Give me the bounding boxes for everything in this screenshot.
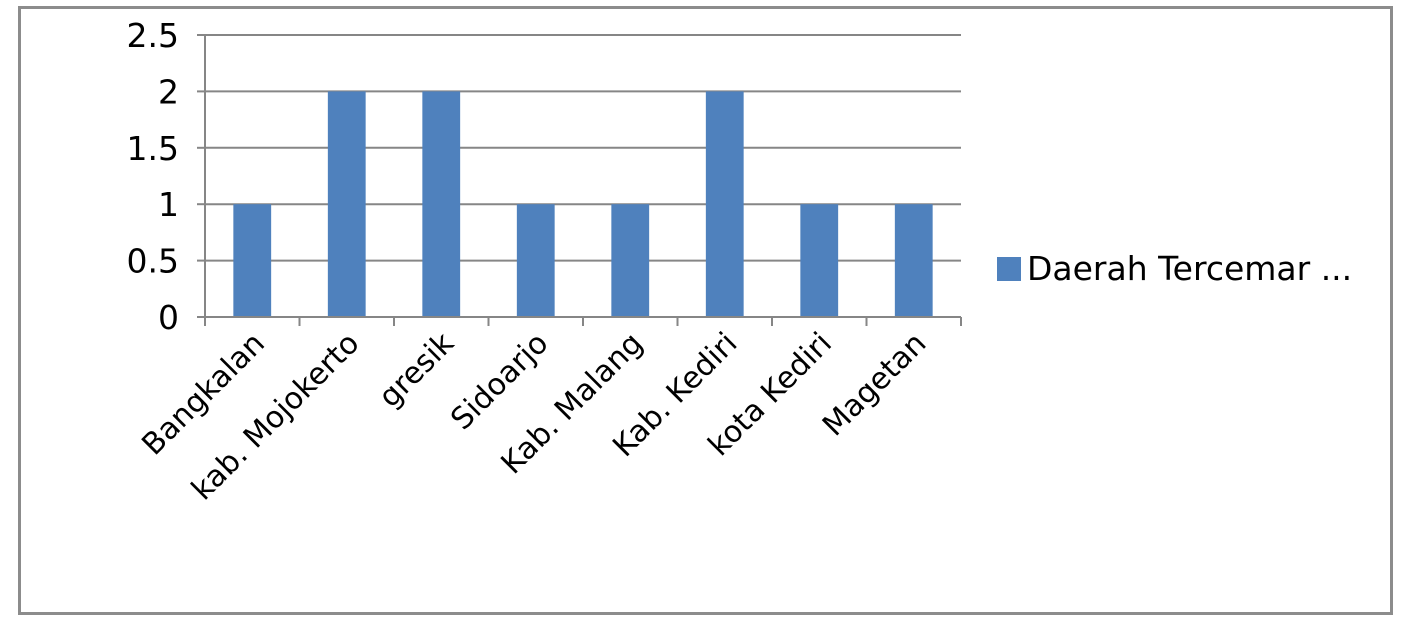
bar <box>327 91 366 318</box>
axes <box>197 34 962 326</box>
y-tick-labels: 0 0.5 1 1.5 2 2.5 <box>127 16 179 337</box>
x-tick-label: kab. Mojokerto <box>185 326 366 507</box>
x-tick-label: gresik <box>372 325 461 414</box>
bar <box>800 204 839 317</box>
y-tick-label: 1 <box>158 185 179 224</box>
bar <box>894 204 933 317</box>
bars <box>233 91 933 318</box>
bar <box>422 91 461 318</box>
legend: Daerah Tercemar ... <box>997 249 1352 288</box>
y-tick-label: 1.5 <box>127 129 179 168</box>
gridlines <box>205 34 961 262</box>
x-tick-label: Magetan <box>816 326 933 443</box>
chart-frame: 0 0.5 1 1.5 2 2.5 Bangkalan kab. Mojokerto gres… <box>18 6 1393 615</box>
y-tick-label: 2 <box>158 72 179 111</box>
legend-swatch <box>997 257 1021 281</box>
y-tick-label: 0 <box>158 298 179 337</box>
bar <box>611 204 650 317</box>
legend-label: Daerah Tercemar ... <box>1027 249 1352 288</box>
bar <box>233 204 272 317</box>
bar <box>705 91 744 318</box>
y-tick-label: 0.5 <box>127 242 179 281</box>
bar <box>516 204 555 317</box>
y-tick-label: 2.5 <box>127 16 179 55</box>
